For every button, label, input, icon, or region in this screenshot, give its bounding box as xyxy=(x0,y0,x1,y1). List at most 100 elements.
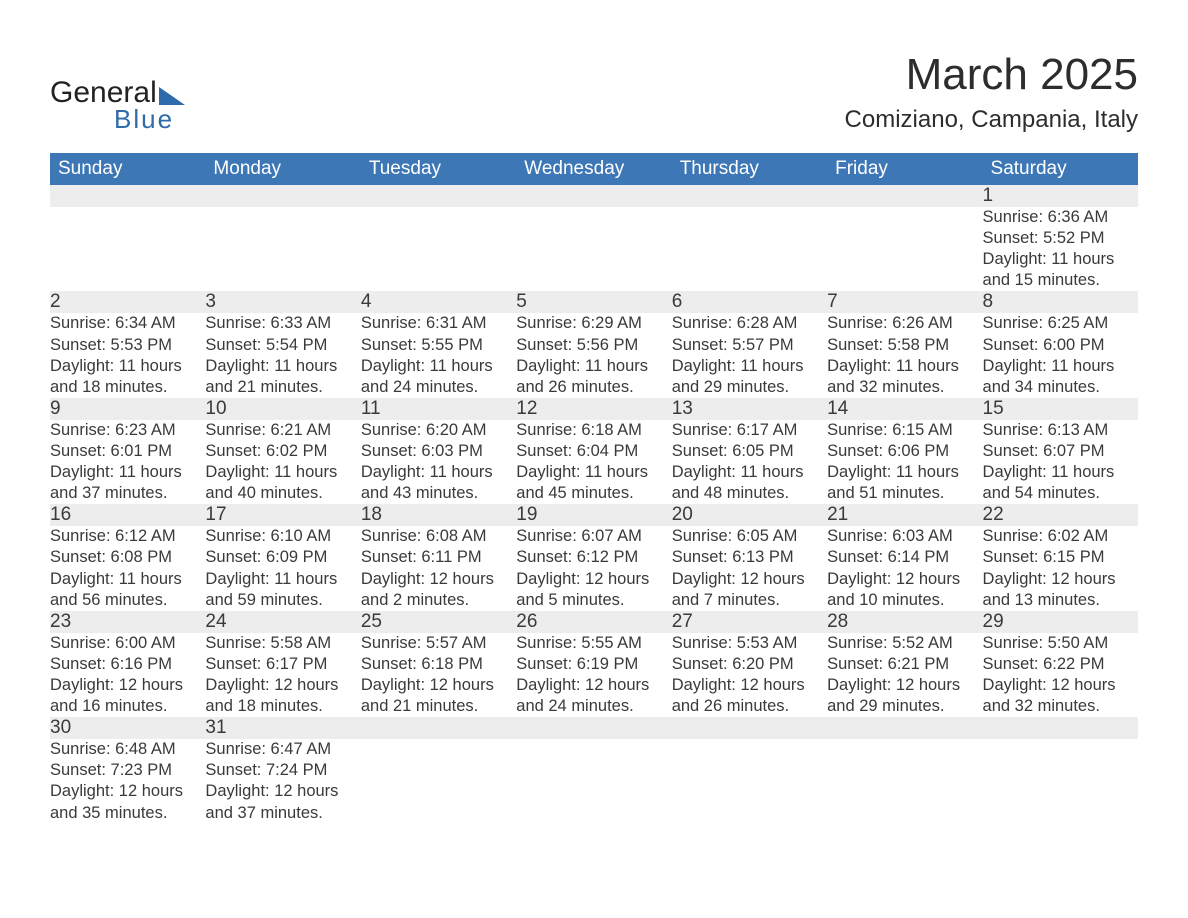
day-number-cell xyxy=(50,185,205,207)
day-number-cell: 13 xyxy=(672,398,827,420)
weekday-header: Tuesday xyxy=(361,153,516,185)
day-number-cell: 24 xyxy=(205,611,360,633)
day-info-cell: Sunrise: 5:52 AMSunset: 6:21 PMDaylight:… xyxy=(827,633,982,717)
daylight-line: Daylight: 11 hours and 51 minutes. xyxy=(827,462,982,504)
day-number: 25 xyxy=(361,611,382,632)
day-info: Sunrise: 6:20 AMSunset: 6:03 PMDaylight:… xyxy=(361,420,516,504)
sunrise-line: Sunrise: 6:15 AM xyxy=(827,420,982,441)
weekday-header: Monday xyxy=(205,153,360,185)
day-number-cell: 30 xyxy=(50,717,205,739)
day-number-cell: 14 xyxy=(827,398,982,420)
sunrise-line: Sunrise: 5:57 AM xyxy=(361,633,516,654)
day-info-cell: Sunrise: 5:53 AMSunset: 6:20 PMDaylight:… xyxy=(672,633,827,717)
sunrise-line: Sunrise: 6:20 AM xyxy=(361,420,516,441)
day-info-cell: Sunrise: 6:03 AMSunset: 6:14 PMDaylight:… xyxy=(827,526,982,610)
sunrise-line: Sunrise: 6:34 AM xyxy=(50,313,205,334)
day-number: 13 xyxy=(672,398,693,419)
day-number-row: 16171819202122 xyxy=(50,504,1138,526)
sunset-line: Sunset: 6:04 PM xyxy=(516,441,671,462)
day-info: Sunrise: 5:57 AMSunset: 6:18 PMDaylight:… xyxy=(361,633,516,717)
day-number: 5 xyxy=(516,291,527,312)
day-number-cell: 20 xyxy=(672,504,827,526)
sunrise-line: Sunrise: 5:58 AM xyxy=(205,633,360,654)
day-info: Sunrise: 6:18 AMSunset: 6:04 PMDaylight:… xyxy=(516,420,671,504)
day-number: 24 xyxy=(205,611,226,632)
day-info-row: Sunrise: 6:23 AMSunset: 6:01 PMDaylight:… xyxy=(50,420,1138,504)
day-number-cell xyxy=(516,185,671,207)
day-number: 3 xyxy=(205,291,216,312)
day-info-cell xyxy=(516,207,671,291)
sunrise-line: Sunrise: 6:12 AM xyxy=(50,526,205,547)
title-block: March 2025 Comiziano, Campania, Italy xyxy=(845,50,1138,134)
day-info-cell: Sunrise: 5:50 AMSunset: 6:22 PMDaylight:… xyxy=(983,633,1138,717)
day-info: Sunrise: 5:58 AMSunset: 6:17 PMDaylight:… xyxy=(205,633,360,717)
sunset-line: Sunset: 6:21 PM xyxy=(827,654,982,675)
daylight-line: Daylight: 11 hours and 32 minutes. xyxy=(827,356,982,398)
day-info-row: Sunrise: 6:36 AMSunset: 5:52 PMDaylight:… xyxy=(50,207,1138,291)
day-number-cell: 12 xyxy=(516,398,671,420)
day-number-cell: 28 xyxy=(827,611,982,633)
day-number-cell: 4 xyxy=(361,291,516,313)
sunrise-line: Sunrise: 6:28 AM xyxy=(672,313,827,334)
sunrise-line: Sunrise: 6:08 AM xyxy=(361,526,516,547)
day-number-cell xyxy=(672,185,827,207)
daylight-line: Daylight: 11 hours and 21 minutes. xyxy=(205,356,360,398)
day-info-cell: Sunrise: 6:15 AMSunset: 6:06 PMDaylight:… xyxy=(827,420,982,504)
day-info-cell: Sunrise: 6:02 AMSunset: 6:15 PMDaylight:… xyxy=(983,526,1138,610)
day-info: Sunrise: 6:31 AMSunset: 5:55 PMDaylight:… xyxy=(361,313,516,397)
day-number: 30 xyxy=(50,717,71,738)
day-number: 27 xyxy=(672,611,693,632)
sunrise-line: Sunrise: 6:21 AM xyxy=(205,420,360,441)
day-number-cell: 10 xyxy=(205,398,360,420)
sunset-line: Sunset: 6:20 PM xyxy=(672,654,827,675)
day-info-cell: Sunrise: 5:55 AMSunset: 6:19 PMDaylight:… xyxy=(516,633,671,717)
sunrise-line: Sunrise: 6:25 AM xyxy=(983,313,1138,334)
day-info: Sunrise: 6:10 AMSunset: 6:09 PMDaylight:… xyxy=(205,526,360,610)
day-info: Sunrise: 5:55 AMSunset: 6:19 PMDaylight:… xyxy=(516,633,671,717)
sunrise-line: Sunrise: 6:48 AM xyxy=(50,739,205,760)
sunset-line: Sunset: 5:58 PM xyxy=(827,335,982,356)
day-number: 12 xyxy=(516,398,537,419)
sunrise-line: Sunrise: 6:26 AM xyxy=(827,313,982,334)
day-number-cell: 11 xyxy=(361,398,516,420)
brand-logo: General Blue xyxy=(50,50,185,135)
day-number: 23 xyxy=(50,611,71,632)
day-info: Sunrise: 6:48 AMSunset: 7:23 PMDaylight:… xyxy=(50,739,205,823)
daylight-line: Daylight: 11 hours and 56 minutes. xyxy=(50,569,205,611)
weekday-header: Sunday xyxy=(50,153,205,185)
day-info-cell: Sunrise: 6:36 AMSunset: 5:52 PMDaylight:… xyxy=(983,207,1138,291)
day-number: 22 xyxy=(983,504,1004,525)
daylight-line: Daylight: 12 hours and 10 minutes. xyxy=(827,569,982,611)
sunset-line: Sunset: 5:54 PM xyxy=(205,335,360,356)
day-info: Sunrise: 6:12 AMSunset: 6:08 PMDaylight:… xyxy=(50,526,205,610)
daylight-line: Daylight: 11 hours and 54 minutes. xyxy=(983,462,1138,504)
daylight-line: Daylight: 12 hours and 21 minutes. xyxy=(361,675,516,717)
sunset-line: Sunset: 6:12 PM xyxy=(516,547,671,568)
day-info-row: Sunrise: 6:12 AMSunset: 6:08 PMDaylight:… xyxy=(50,526,1138,610)
day-info-cell: Sunrise: 6:20 AMSunset: 6:03 PMDaylight:… xyxy=(361,420,516,504)
day-info-cell: Sunrise: 6:18 AMSunset: 6:04 PMDaylight:… xyxy=(516,420,671,504)
daylight-line: Daylight: 11 hours and 59 minutes. xyxy=(205,569,360,611)
day-number-cell: 19 xyxy=(516,504,671,526)
sunrise-line: Sunrise: 5:55 AM xyxy=(516,633,671,654)
day-number: 14 xyxy=(827,398,848,419)
day-number-cell: 31 xyxy=(205,717,360,739)
day-info-cell xyxy=(672,207,827,291)
daylight-line: Daylight: 11 hours and 45 minutes. xyxy=(516,462,671,504)
day-info-cell: Sunrise: 6:12 AMSunset: 6:08 PMDaylight:… xyxy=(50,526,205,610)
day-number-cell: 17 xyxy=(205,504,360,526)
daylight-line: Daylight: 12 hours and 26 minutes. xyxy=(672,675,827,717)
day-number: 1 xyxy=(983,185,994,206)
day-info-cell: Sunrise: 6:17 AMSunset: 6:05 PMDaylight:… xyxy=(672,420,827,504)
day-info-cell: Sunrise: 6:08 AMSunset: 6:11 PMDaylight:… xyxy=(361,526,516,610)
day-number-cell: 2 xyxy=(50,291,205,313)
day-number: 18 xyxy=(361,504,382,525)
day-info-cell: Sunrise: 6:23 AMSunset: 6:01 PMDaylight:… xyxy=(50,420,205,504)
daylight-line: Daylight: 12 hours and 37 minutes. xyxy=(205,781,360,823)
sunset-line: Sunset: 5:52 PM xyxy=(983,228,1138,249)
daylight-line: Daylight: 11 hours and 40 minutes. xyxy=(205,462,360,504)
day-number-cell: 29 xyxy=(983,611,1138,633)
day-number: 31 xyxy=(205,717,226,738)
sunset-line: Sunset: 6:13 PM xyxy=(672,547,827,568)
day-info-row: Sunrise: 6:48 AMSunset: 7:23 PMDaylight:… xyxy=(50,739,1138,823)
